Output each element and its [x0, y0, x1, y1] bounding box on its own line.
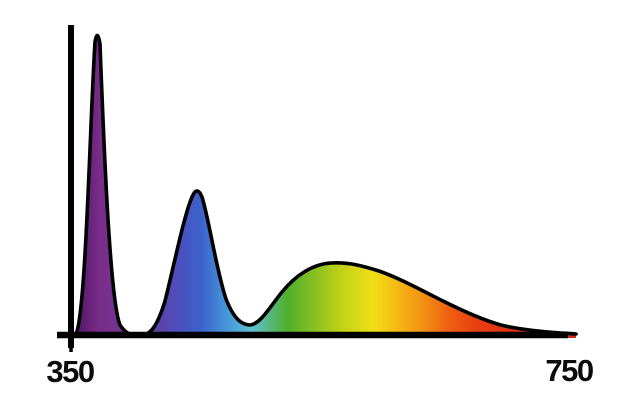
x-tick-label-min: 350	[46, 354, 95, 389]
spectrum-curve-fill	[76, 35, 576, 338]
x-tick-label-max: 750	[545, 353, 594, 388]
spectrum-curve-outline	[74, 33, 578, 338]
